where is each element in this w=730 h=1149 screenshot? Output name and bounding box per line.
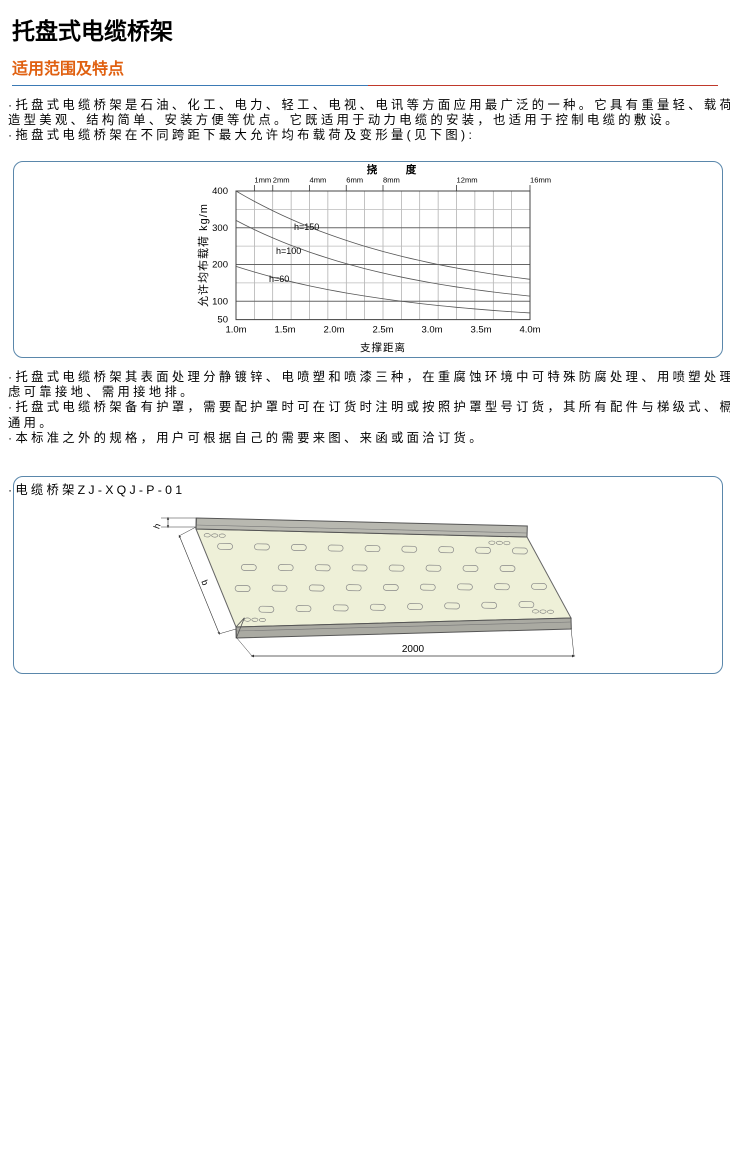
svg-text:100: 100 [212,296,228,307]
svg-text:12mm: 12mm [457,176,478,185]
svg-text:16mm: 16mm [530,176,551,185]
svg-text:8mm: 8mm [383,176,400,185]
svg-text:2.0m: 2.0m [323,325,344,336]
svg-text:3.0m: 3.0m [421,325,442,336]
svg-text:2.5m: 2.5m [372,325,393,336]
svg-text:300: 300 [212,223,228,234]
svg-text:h=150: h=150 [294,222,319,232]
svg-text:h=60: h=60 [269,274,289,284]
svg-text:允许均布载荷 kg/m: 允许均布载荷 kg/m [196,203,210,307]
svg-text:4mm: 4mm [310,176,327,185]
svg-text:b: b [199,578,210,586]
svg-text:50: 50 [217,315,228,326]
svg-text:h: h [151,522,162,530]
svg-text:2mm: 2mm [273,176,290,185]
svg-text:6mm: 6mm [346,176,363,185]
svg-text:挠 度: 挠 度 [367,163,426,176]
svg-text:3.5m: 3.5m [470,325,491,336]
svg-text:4.0m: 4.0m [519,325,540,336]
svg-text:支撑距离: 支撑距离 [360,341,406,354]
svg-text:400: 400 [212,186,228,197]
svg-text:1.0m: 1.0m [225,325,246,336]
svg-text:1mm: 1mm [254,176,271,185]
svg-text:h=100: h=100 [276,246,301,256]
svg-text:2000: 2000 [402,644,425,655]
svg-text:1.5m: 1.5m [274,325,295,336]
svg-text:200: 200 [212,260,228,271]
